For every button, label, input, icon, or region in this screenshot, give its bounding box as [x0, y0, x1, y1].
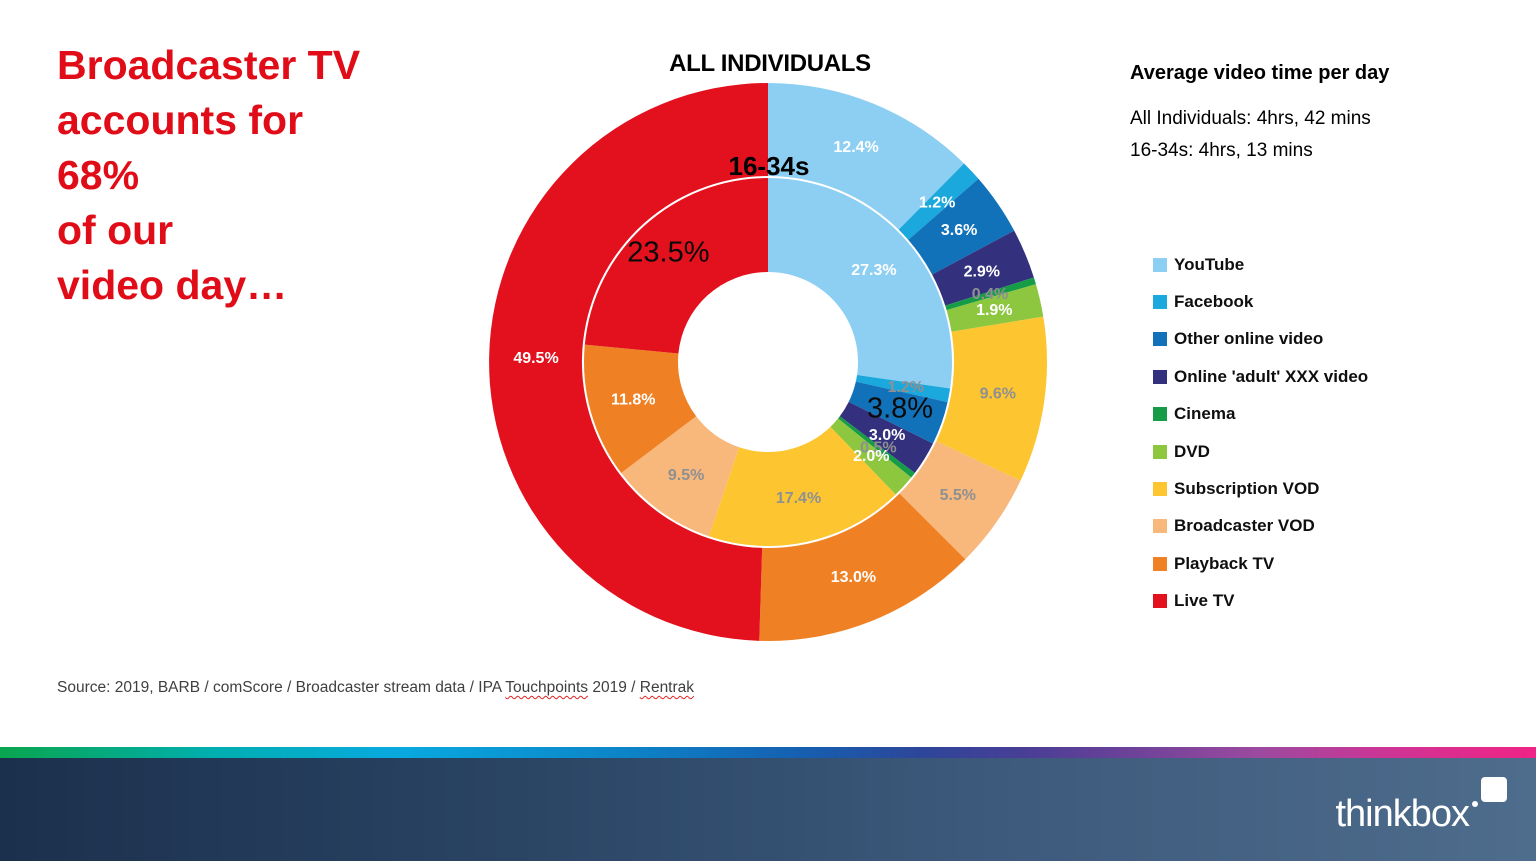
donut-slice-inner-live-tv	[584, 178, 768, 354]
footer: thinkbox	[0, 758, 1536, 861]
donut-chart-svg: 12.4% 1.2% 3.6% 2.9% 0.4%1.9% 9.6% 5.5% 13.0% 49…	[489, 83, 1048, 641]
legend-label-subscription-vod: Subscription VOD	[1174, 479, 1320, 499]
label-outer-dvd: 1.9%	[976, 302, 1012, 319]
headline-line: 68%	[57, 152, 140, 198]
legend-swatch-live-tv	[1153, 594, 1167, 609]
label-outer-cinema: 0.4%	[972, 286, 1008, 303]
donut-slice-outer-online-adult-xxx-video	[932, 230, 1034, 306]
legend-label-broadcaster-vod: Broadcaster VOD	[1174, 516, 1315, 536]
donut-chart: 12.4% 1.2% 3.6% 2.9% 0.4% 1.9% 9.6% 5.5% 13.0% 49…	[480, 75, 1060, 655]
headline-line: video day…	[57, 262, 288, 308]
label-outer-youtube: 12.4%	[833, 139, 878, 156]
legend-label-youtube: YouTube	[1174, 254, 1245, 274]
donut-slice-inner-facebook	[855, 374, 951, 403]
average-time-16-34s: 16-34s: 4hrs, 13 mins	[1130, 140, 1313, 161]
donut-slice-inner-subscription-vod	[708, 426, 896, 547]
headline-line: accounts for	[57, 97, 304, 143]
donut-slice-inner-online-adult-xxx-video	[839, 401, 933, 473]
donut-slice-outer-facebook	[898, 163, 979, 240]
legend-item-live-tv: Live TV	[1153, 583, 1368, 620]
label-outer-live-tv: 49.5%	[513, 350, 558, 367]
average-time-header: Average video time per day	[1130, 62, 1390, 84]
chart-title: ALL INDIVIDUALS	[669, 50, 871, 77]
source-word-wavy: Touchpoints	[505, 679, 589, 696]
thinkbox-logo: thinkbox	[1335, 777, 1507, 833]
rainbow-gradient-bar	[0, 747, 1536, 758]
legend-item-subscription-vod: Subscription VOD	[1153, 470, 1368, 507]
donut-slice-outer-other-online-video	[908, 178, 1015, 275]
legend-swatch-playback-tv	[1153, 556, 1167, 571]
label-inner-broadcaster-vod: 9.5%	[668, 467, 704, 484]
legend-item-online-adult-xxx-video: Online 'adult' XXX video	[1153, 358, 1368, 395]
headline: Broadcaster TV accounts for 68% of our v…	[57, 38, 360, 313]
label-inner-dvd: 2.0%	[853, 448, 889, 465]
label-outer-playback-tv: 13.0%	[831, 569, 876, 586]
thinkbox-logo-square-icon	[1481, 777, 1507, 802]
donut-slice-outer-subscription-vod	[936, 316, 1048, 481]
legend-swatch-cinema	[1153, 407, 1167, 422]
legend-label-online-adult-xxx-video: Online 'adult' XXX video	[1174, 366, 1369, 386]
donut-slice-inner-cinema	[838, 416, 915, 478]
inner-ring-label: 16-34s	[729, 151, 810, 181]
legend-item-youtube: YouTube	[1153, 246, 1368, 283]
legend-swatch-subscription-vod	[1153, 482, 1167, 497]
label-outer-facebook: 1.2%	[919, 195, 955, 212]
donut-slice-outer-live-tv	[489, 83, 768, 641]
label-inner-playback-tv: 11.8%	[611, 392, 655, 409]
legend-item-playback-tv: Playback TV	[1153, 545, 1368, 582]
donut-slice-inner-dvd	[830, 418, 912, 495]
source-text: 2019 /	[588, 679, 640, 696]
label-inner-online-adult-xxx-video: 3.0%	[869, 427, 905, 444]
donut-slice-outer-cinema	[945, 277, 1036, 311]
donut-slice-outer-dvd	[946, 284, 1044, 332]
chart-legend: YouTube Facebook Other online video Online …	[1153, 246, 1368, 620]
label-inner-other-online-video: 3.8%	[867, 393, 933, 425]
legend-swatch-other-online-video	[1153, 332, 1167, 347]
legend-item-dvd: DVD	[1153, 433, 1368, 470]
legend-label-live-tv: Live TV	[1174, 591, 1235, 611]
donut-slice-outer-broadcaster-vod	[899, 441, 1021, 560]
legend-item-broadcaster-vod: Broadcaster VOD	[1153, 508, 1368, 545]
ring-separator-dashed-circle	[582, 176, 954, 548]
legend-label-cinema: Cinema	[1174, 404, 1236, 424]
donut-slice-inner-broadcaster-vod	[621, 416, 740, 537]
label-inner-subscription-vod: 17.4%	[776, 490, 821, 507]
label-outer-other-online-video: 3.6%	[941, 222, 977, 239]
label-outer-subscription-vod: 9.6%	[980, 386, 1016, 403]
legend-swatch-broadcaster-vod	[1153, 519, 1167, 534]
donut-slice-inner-other-online-video	[848, 381, 948, 444]
legend-label-playback-tv: Playback TV	[1174, 553, 1275, 573]
legend-label-other-online-video: Other online video	[1174, 329, 1324, 349]
donut-slice-outer-playback-tv	[759, 493, 966, 641]
thinkbox-logo-text: thinkbox	[1335, 793, 1470, 835]
label-outer-online-adult-xxx-video: 2.9%	[964, 263, 1000, 280]
legend-swatch-online-adult-xxx-video	[1153, 369, 1167, 384]
legend-swatch-youtube	[1153, 257, 1167, 272]
thinkbox-logo-dot-icon	[1472, 801, 1478, 807]
donut-slice-inner-playback-tv	[584, 344, 697, 473]
source-text: Source: 2019, BARB / comScore / Broadcas…	[57, 679, 506, 696]
source-line: Source: 2019, BARB / comScore / Broadcas…	[57, 679, 694, 697]
legend-swatch-facebook	[1153, 295, 1167, 310]
label-outer-broadcaster-vod: 5.5%	[940, 487, 976, 504]
label-inner-live-tv: 23.5%	[627, 237, 709, 269]
headline-line: of our	[57, 207, 174, 253]
label-inner-cinema: 0.5%	[860, 440, 896, 457]
headline-line: Broadcaster TV	[57, 42, 361, 88]
source-word-wavy: Rentrak	[639, 679, 695, 696]
donut-slice-outer-youtube	[768, 83, 965, 230]
legend-item-facebook: Facebook	[1153, 283, 1368, 320]
legend-label-facebook: Facebook	[1174, 292, 1254, 312]
donut-slice-inner-youtube	[768, 178, 952, 389]
legend-item-other-online-video: Other online video	[1153, 321, 1368, 358]
label-inner-youtube: 27.3%	[851, 262, 896, 279]
average-time-all-individuals: All Individuals: 4hrs, 42 mins	[1130, 108, 1371, 129]
legend-item-cinema: Cinema	[1153, 396, 1368, 433]
legend-label-dvd: DVD	[1174, 441, 1210, 461]
label-inner-facebook: 1.2%	[887, 379, 923, 396]
legend-swatch-dvd	[1153, 444, 1167, 459]
average-time-panel: Average video time per day All Individua…	[1130, 62, 1520, 167]
